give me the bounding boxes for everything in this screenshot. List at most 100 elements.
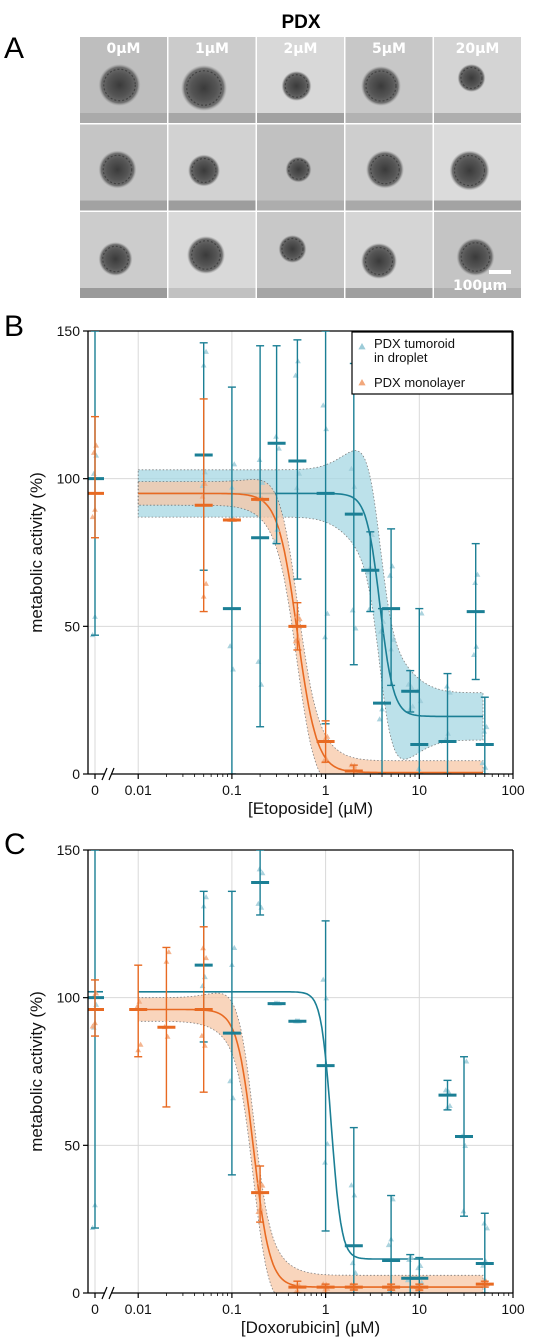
data-point bbox=[288, 1280, 307, 1293]
microscopy-grid: 0µM 1µM 2µM 5µM 20µM 100µm bbox=[80, 37, 521, 298]
data-point bbox=[455, 1056, 474, 1217]
spheroid-edge bbox=[191, 157, 217, 184]
panel-letter-b: B bbox=[4, 310, 24, 343]
panel-a: A PDX 0µM 1µM 2µM 5µM 20µM 100µm bbox=[4, 12, 521, 298]
tile-shadow bbox=[80, 113, 167, 123]
panel-c: C 0 50 100 150 0 0.01 0.1 1 10 100 [Doxorubicin] (… bbox=[4, 828, 525, 1337]
tile-shadow bbox=[257, 200, 344, 211]
x-tick-label: 0.01 bbox=[125, 782, 152, 798]
spheroid bbox=[361, 243, 397, 279]
tile-shadow bbox=[345, 200, 433, 211]
condition-label: 20µM bbox=[456, 41, 500, 57]
tile-shadow bbox=[80, 200, 167, 211]
spheroid-edge bbox=[460, 66, 483, 90]
replicate-point bbox=[349, 1260, 356, 1266]
spheroid-edge bbox=[102, 154, 133, 185]
spheroid-edge bbox=[284, 74, 309, 98]
data-point bbox=[361, 531, 380, 613]
x-tick-label: 0 bbox=[91, 782, 99, 798]
tile-shadow bbox=[345, 288, 433, 298]
condition-label: 2µM bbox=[284, 41, 318, 57]
scale-bar bbox=[489, 270, 511, 274]
data-point bbox=[466, 542, 485, 681]
y-tick-label: 50 bbox=[64, 1137, 80, 1153]
replicate-point bbox=[203, 955, 209, 961]
data-point bbox=[475, 1280, 494, 1288]
tile-shadow bbox=[168, 200, 256, 211]
data-point bbox=[438, 672, 457, 774]
replicate-point bbox=[349, 607, 356, 613]
replicate-point bbox=[385, 1242, 392, 1248]
spheroid bbox=[457, 64, 486, 92]
spheroid bbox=[456, 238, 495, 276]
legend-box bbox=[351, 331, 513, 395]
data-point bbox=[344, 1126, 363, 1293]
replicate-point bbox=[90, 470, 97, 476]
axes: 0 50 100 150 0 0.01 0.1 1 10 100 [Etoposide] (µM) m… bbox=[27, 323, 525, 818]
legend-label-line: in droplet bbox=[374, 350, 428, 365]
replicate-point bbox=[376, 716, 383, 722]
spheroid-edge bbox=[364, 246, 394, 276]
data-point bbox=[438, 1079, 457, 1111]
spheroid bbox=[449, 150, 490, 191]
panel-b: B 0 50 100 150 0 0.01 0.1 1 10 100 [Etoposide] (µM… bbox=[4, 310, 525, 818]
y-axis-label: metabolic activity (%) bbox=[27, 472, 46, 633]
replicate-point bbox=[258, 681, 265, 687]
replicate-point bbox=[89, 1023, 96, 1029]
spheroid-edge bbox=[365, 70, 397, 102]
data-point bbox=[194, 398, 213, 613]
chart-c: 0 50 100 150 0 0.01 0.1 1 10 100 [Doxorubicin] (µM… bbox=[27, 842, 525, 1337]
condition-label: 0µM bbox=[107, 41, 141, 57]
spheroid-edge bbox=[281, 237, 304, 261]
spheroid-edge bbox=[453, 154, 486, 187]
panel-a-title: PDX bbox=[281, 12, 320, 33]
replicate-point bbox=[202, 974, 208, 980]
spheroid bbox=[278, 235, 307, 263]
replicate-point bbox=[231, 461, 238, 467]
spheroid bbox=[285, 156, 312, 183]
data-point bbox=[288, 602, 307, 651]
data-point bbox=[129, 964, 148, 1058]
fit-curve bbox=[138, 991, 483, 1260]
data-point bbox=[401, 669, 420, 713]
replicate-point bbox=[199, 983, 206, 989]
grid bbox=[88, 849, 514, 1293]
condition-label: 1µM bbox=[195, 41, 229, 57]
data-point bbox=[316, 720, 335, 763]
data-point bbox=[251, 345, 270, 728]
spheroid-edge bbox=[460, 242, 491, 272]
spheroid-edge bbox=[103, 68, 136, 102]
replicate-point bbox=[365, 569, 371, 575]
replicate-point bbox=[418, 1279, 425, 1285]
replicate-point bbox=[348, 1182, 355, 1188]
replicate-point bbox=[203, 894, 209, 900]
axis-break bbox=[101, 1286, 108, 1300]
replicate-point bbox=[320, 402, 327, 408]
legend-label-line: PDX tumoroid bbox=[374, 336, 455, 351]
legend-marker-monolayer bbox=[358, 379, 366, 386]
data-point bbox=[410, 607, 429, 774]
confidence-band bbox=[137, 450, 484, 760]
replicate-point bbox=[479, 760, 486, 766]
replicate-point bbox=[320, 976, 327, 982]
x-tick-label: 0.01 bbox=[125, 1301, 152, 1317]
data-point bbox=[251, 1165, 270, 1223]
data-point bbox=[382, 528, 401, 687]
x-tick-label: 1 bbox=[322, 1301, 330, 1317]
data-point bbox=[316, 920, 335, 1232]
replicate-point bbox=[89, 513, 96, 520]
plot-area bbox=[88, 331, 494, 774]
legend: PDX tumoroid in droplet PDX monolayer bbox=[351, 331, 513, 395]
x-tick-label: 100 bbox=[501, 782, 525, 798]
replicate-point bbox=[390, 636, 397, 642]
data-point bbox=[344, 764, 363, 774]
fit-curve bbox=[138, 492, 483, 718]
data-point bbox=[475, 696, 494, 774]
confidence-band bbox=[137, 992, 484, 1293]
fit-curve bbox=[138, 1008, 483, 1288]
data-point bbox=[267, 345, 286, 545]
x-tick-label: 0.1 bbox=[222, 1301, 242, 1317]
spheroid-edge bbox=[370, 154, 400, 185]
data-point bbox=[382, 1283, 401, 1291]
